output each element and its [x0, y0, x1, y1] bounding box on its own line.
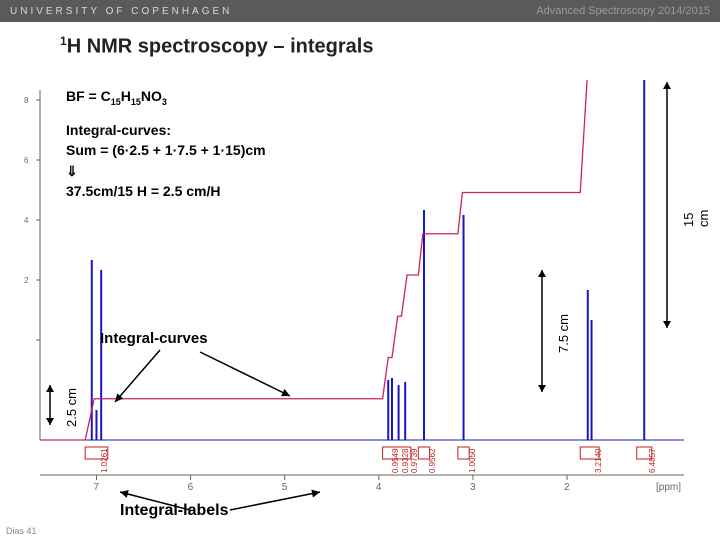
svg-text:4: 4 [376, 482, 382, 493]
calc-box: Integral-curves: Sum = (6·2.5 + 1·7.5 + … [66, 120, 266, 201]
title-superscript: 1 [60, 34, 67, 48]
svg-text:6: 6 [24, 156, 29, 165]
integral-value: 0.9739 [410, 449, 419, 473]
integral-curves-label: Integral-curves [100, 330, 208, 347]
svg-text:4: 4 [24, 216, 29, 225]
integral-value: 3.2140 [594, 449, 603, 473]
integral-value: 1.0050 [468, 449, 477, 473]
slide-number: Dias 41 [6, 526, 37, 536]
header-bar: UNIVERSITY OF COPENHAGEN Advanced Spectr… [0, 0, 720, 22]
svg-text:3: 3 [470, 482, 476, 493]
formula-box: BF = C15H15NO3 [66, 86, 167, 109]
calc-line-4: 37.5cm/15 H = 2.5 cm/H [66, 181, 266, 201]
integral-value: 0.9328 [401, 449, 410, 473]
svg-text:2: 2 [24, 276, 29, 285]
svg-text:[ppm]: [ppm] [656, 482, 681, 493]
university-name: UNIVERSITY OF COPENHAGEN [10, 6, 232, 17]
svg-text:7: 7 [93, 482, 99, 493]
cm-indicator-label: 7.5 cm [556, 314, 571, 353]
svg-text:6: 6 [188, 482, 194, 493]
integral-value: 6.4857 [648, 449, 657, 473]
course-name: Advanced Spectroscopy 2014/2015 [536, 5, 710, 17]
svg-text:8: 8 [24, 96, 29, 105]
integral-labels-label: Integral-labels [120, 502, 228, 520]
title-text: H NMR spectroscopy – integrals [67, 36, 374, 58]
integral-value: 0.9562 [428, 449, 437, 473]
slide-title: 1H NMR spectroscopy – integrals [60, 34, 373, 59]
integral-value: 1.0261 [100, 449, 109, 473]
integral-value: 0.9549 [391, 449, 400, 473]
svg-text:5: 5 [282, 482, 288, 493]
nmr-plot: 8 6 4 2 7 6 5 4 3 2 [ppm] BF = C15H15NO3 Integral-… [20, 80, 700, 520]
svg-text:2: 2 [564, 482, 570, 493]
calc-line-1: Integral-curves: [66, 120, 266, 140]
calc-line-3: ⇓ [66, 161, 266, 181]
cm-indicator-label: 2.5 cm [64, 388, 79, 427]
calc-line-2: Sum = (6·2.5 + 1·7.5 + 1·15)cm [66, 140, 266, 160]
cm-indicator-label: 15 cm [681, 208, 711, 227]
